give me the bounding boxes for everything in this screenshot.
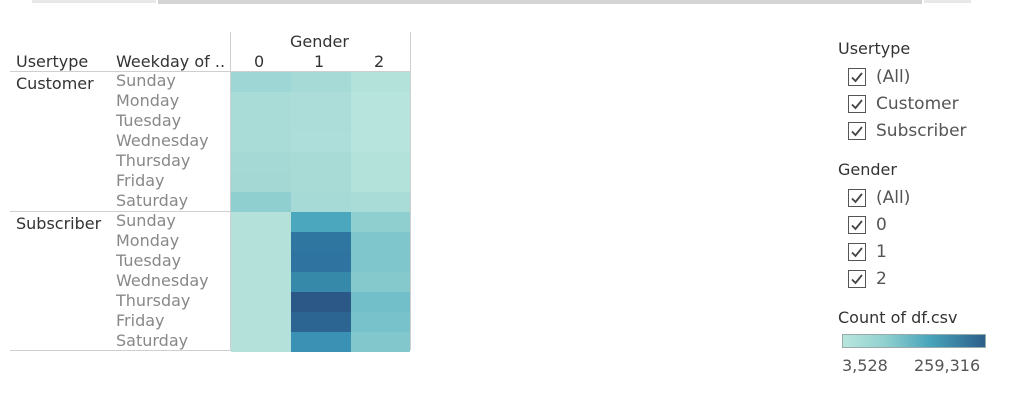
heatmap-cell[interactable]: [291, 272, 351, 292]
gender-filter-item[interactable]: 0: [848, 214, 887, 236]
heatmap-cell[interactable]: [231, 132, 291, 152]
weekday-row-label: Thursday: [116, 151, 191, 170]
heatmap-cell[interactable]: [231, 172, 291, 192]
heatmap-cell[interactable]: [291, 112, 351, 132]
gender-filter-item[interactable]: (All): [848, 187, 910, 209]
tab-bar-segment-main: [158, 0, 922, 4]
heatmap-cell[interactable]: [351, 332, 410, 352]
heatmap-cell[interactable]: [291, 292, 351, 312]
weekday-row-label: Thursday: [116, 291, 191, 310]
header-divider-vertical: [230, 32, 231, 350]
checkbox-checked-icon[interactable]: [848, 122, 866, 140]
weekday-row-label: Monday: [116, 91, 180, 110]
heatmap-cell[interactable]: [291, 212, 351, 232]
heatmap-cell[interactable]: [291, 192, 351, 212]
header-divider-horizontal: [10, 71, 410, 72]
tab-bar-segment-right: [924, 0, 971, 3]
usertype-filter-item[interactable]: Customer: [848, 93, 959, 115]
table-bottom-border: [10, 350, 410, 351]
heatmap-cell[interactable]: [291, 172, 351, 192]
group-divider: [10, 211, 230, 212]
heatmap-cell[interactable]: [231, 232, 291, 252]
heatmap-cell[interactable]: [351, 272, 410, 292]
checkbox-checked-icon[interactable]: [848, 189, 866, 207]
color-legend-bar: [842, 334, 986, 348]
heatmap-cell[interactable]: [231, 92, 291, 112]
gender-filter-item[interactable]: 2: [848, 268, 887, 290]
heatmap-cell[interactable]: [351, 152, 410, 172]
heatmap-cell[interactable]: [291, 132, 351, 152]
weekday-row-label: Saturday: [116, 191, 189, 210]
gender-filter-title: Gender: [838, 160, 897, 179]
weekday-row-label: Tuesday: [116, 251, 182, 270]
heatmap-cell[interactable]: [351, 92, 410, 112]
heatmap-cell[interactable]: [351, 192, 410, 212]
color-legend-min: 3,528: [842, 356, 888, 375]
heatmap-cell[interactable]: [231, 292, 291, 312]
gender-filter-item[interactable]: 1: [848, 241, 887, 263]
heatmap-cell[interactable]: [231, 192, 291, 212]
gender-value-header-0: 0: [254, 52, 265, 71]
weekday-row-label: Wednesday: [116, 131, 209, 150]
heatmap-cell[interactable]: [291, 312, 351, 332]
table-right-border: [410, 32, 411, 350]
heatmap-cell[interactable]: [231, 72, 291, 92]
weekday-row-label: Saturday: [116, 331, 189, 350]
checkbox-checked-icon[interactable]: [848, 216, 866, 234]
heatmap-cell[interactable]: [351, 112, 410, 132]
heatmap-cell[interactable]: [231, 112, 291, 132]
gender-filter-label: 0: [876, 215, 887, 235]
usertype-filter-title: Usertype: [838, 39, 911, 58]
weekday-row-label: Sunday: [116, 71, 176, 90]
weekday-row-label: Wednesday: [116, 271, 209, 290]
weekday-row-label: Tuesday: [116, 111, 182, 130]
gender-filter-label: (All): [876, 188, 911, 208]
gender-filter-label: 1: [876, 242, 887, 262]
checkbox-checked-icon[interactable]: [848, 243, 866, 261]
usertype-filter-label: (All): [876, 67, 911, 87]
heatmap-cell[interactable]: [231, 212, 291, 232]
heatmap-cell[interactable]: [291, 252, 351, 272]
weekday-row-label: Friday: [116, 311, 165, 330]
weekday-row-label: Friday: [116, 171, 165, 190]
heatmap-cell[interactable]: [231, 272, 291, 292]
gender-value-header-1: 1: [314, 52, 325, 71]
tab-bar-segment-left: [32, 0, 156, 3]
heatmap-cell[interactable]: [351, 312, 410, 332]
weekday-column-header[interactable]: Weekday of ..: [116, 52, 226, 71]
heatmap-cell[interactable]: [291, 152, 351, 172]
gender-filter-label: 2: [876, 269, 887, 289]
checkbox-checked-icon[interactable]: [848, 95, 866, 113]
heatmap-cell[interactable]: [291, 332, 351, 352]
usertype-filter-label: Customer: [876, 94, 959, 114]
heatmap-cell[interactable]: [351, 72, 410, 92]
usertype-filter-item[interactable]: Subscriber: [848, 120, 967, 142]
heatmap-cell[interactable]: [231, 252, 291, 272]
color-legend-title: Count of df.csv: [838, 308, 958, 327]
heatmap-cell[interactable]: [351, 172, 410, 192]
weekday-row-label: Monday: [116, 231, 180, 250]
usertype-column-header: Usertype: [16, 52, 89, 71]
heatmap-cell[interactable]: [351, 232, 410, 252]
heatmap-cell[interactable]: [231, 332, 291, 352]
heatmap-cell[interactable]: [351, 252, 410, 272]
weekday-row-label: Sunday: [116, 211, 176, 230]
heatmap-cell[interactable]: [231, 312, 291, 332]
usertype-group-label[interactable]: Subscriber: [16, 214, 102, 233]
checkbox-checked-icon[interactable]: [848, 270, 866, 288]
heatmap-cell[interactable]: [351, 292, 410, 312]
usertype-filter-label: Subscriber: [876, 121, 967, 141]
usertype-group-label[interactable]: Customer: [16, 74, 94, 93]
heatmap-cell[interactable]: [351, 212, 410, 232]
gender-column-header: Gender: [290, 32, 349, 51]
gender-value-header-2: 2: [374, 52, 385, 71]
heatmap-cell[interactable]: [291, 232, 351, 252]
heatmap-cell[interactable]: [291, 72, 351, 92]
heatmap-cell[interactable]: [291, 92, 351, 112]
checkbox-checked-icon[interactable]: [848, 68, 866, 86]
usertype-filter-item[interactable]: (All): [848, 66, 910, 88]
color-legend-max: 259,316: [914, 356, 981, 375]
heatmap-cell[interactable]: [231, 152, 291, 172]
heatmap-cell[interactable]: [351, 132, 410, 152]
